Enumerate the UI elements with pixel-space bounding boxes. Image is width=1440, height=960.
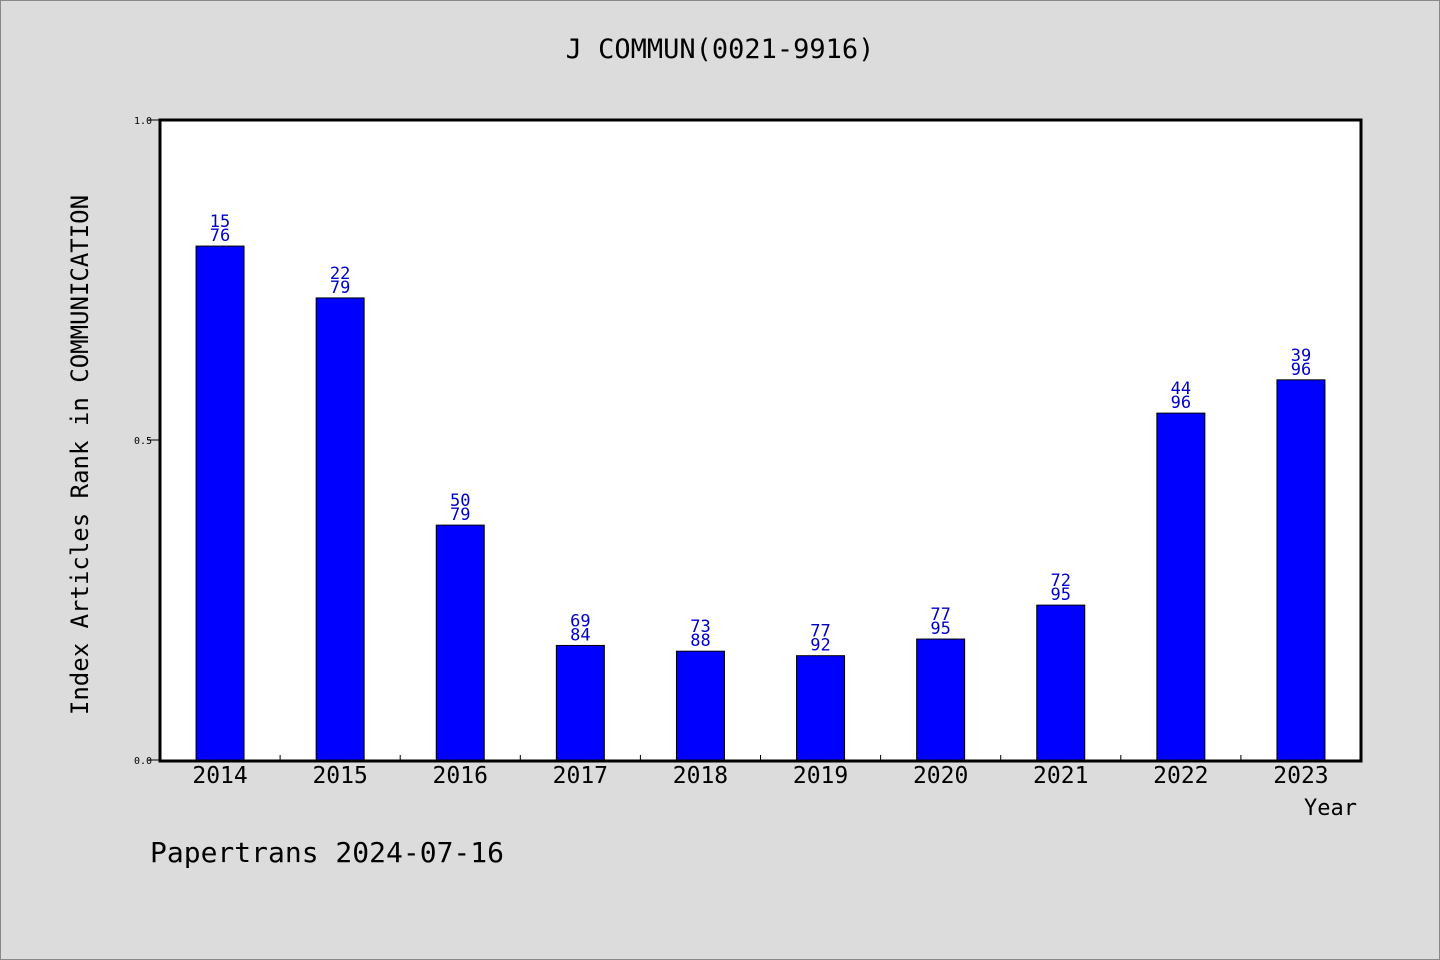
bar-2021 <box>1036 604 1086 761</box>
data-label-bottom-2016: 79 <box>450 505 470 525</box>
data-label-bottom-2022: 96 <box>1171 393 1191 413</box>
data-label-top-2022: 44 <box>1171 379 1191 399</box>
data-label-top-2014: 15 <box>210 212 230 232</box>
data-label-top-2021: 72 <box>1051 571 1071 591</box>
y-tick-label-0: 0.0 <box>134 756 152 767</box>
x-tick-label-2021: 2021 <box>1033 763 1088 789</box>
bar-2014 <box>195 245 245 761</box>
bar-2020 <box>916 638 966 761</box>
bar-2015 <box>315 297 365 761</box>
data-label-top-2023: 39 <box>1291 346 1311 366</box>
bar-2017 <box>555 644 605 761</box>
x-tick-label-2015: 2015 <box>312 763 367 789</box>
data-label-bottom-2023: 96 <box>1291 360 1311 380</box>
bar-2022 <box>1156 412 1206 761</box>
x-tick-label-2018: 2018 <box>673 763 728 789</box>
data-label-bottom-2015: 79 <box>330 278 350 298</box>
bar-2016 <box>435 524 485 761</box>
chart-marks: 1576201422792015507920166984201773882018… <box>134 116 1329 789</box>
data-label-top-2020: 77 <box>930 605 950 625</box>
chart-title: J COMMUN(0021-9916) <box>565 34 875 65</box>
data-label-top-2016: 50 <box>450 491 470 511</box>
data-label-bottom-2020: 95 <box>930 619 950 639</box>
footer-text: Papertrans 2024-07-16 <box>150 836 505 869</box>
data-label-top-2019: 77 <box>810 622 830 642</box>
x-axis-label: Year <box>1304 796 1357 821</box>
data-label-top-2017: 69 <box>570 611 590 631</box>
bar-2018 <box>675 650 725 761</box>
x-tick-label-2023: 2023 <box>1273 763 1328 789</box>
data-label-top-2018: 73 <box>690 617 710 637</box>
data-label-bottom-2017: 84 <box>570 625 590 645</box>
y-tick-label-2: 1.0 <box>134 116 152 127</box>
data-label-bottom-2019: 92 <box>810 636 830 656</box>
x-tick-label-2016: 2016 <box>433 763 488 789</box>
x-tick-label-2019: 2019 <box>793 763 848 789</box>
x-tick-label-2014: 2014 <box>192 763 247 789</box>
data-label-bottom-2014: 76 <box>210 226 230 246</box>
bar-2023 <box>1276 379 1326 761</box>
bar-2019 <box>796 655 846 761</box>
y-tick-label-1: 0.5 <box>134 436 152 447</box>
x-tick-label-2020: 2020 <box>913 763 968 789</box>
data-label-bottom-2018: 88 <box>690 631 710 651</box>
x-tick-label-2017: 2017 <box>553 763 608 789</box>
data-label-bottom-2021: 95 <box>1051 585 1071 605</box>
x-tick-label-2022: 2022 <box>1153 763 1208 789</box>
data-label-top-2015: 22 <box>330 264 350 284</box>
